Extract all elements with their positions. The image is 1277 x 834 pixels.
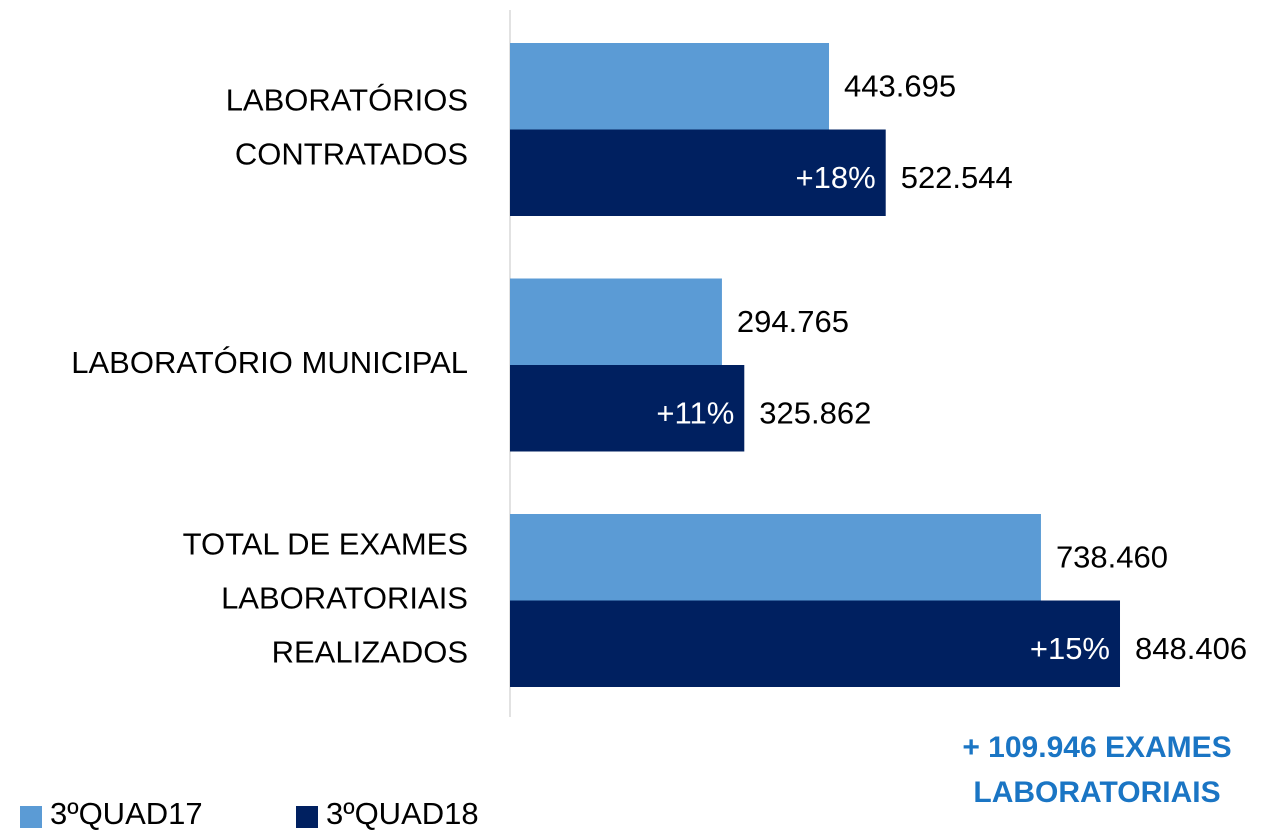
change-label: +18% <box>796 160 876 195</box>
bar <box>510 43 830 130</box>
change-label: +15% <box>1030 631 1110 666</box>
annotation: + 109.946 EXAMES <box>962 731 1231 764</box>
legend-label: 3ºQUAD17 <box>50 796 203 831</box>
bar <box>510 600 1121 687</box>
category-label: CONTRATADOS <box>235 137 468 172</box>
bar <box>510 514 1041 601</box>
category-label: LABORATÓRIO MUNICIPAL <box>71 345 468 380</box>
change-label: +11% <box>656 395 734 430</box>
bar <box>510 278 722 365</box>
legend-swatch <box>296 806 318 828</box>
value-label: 443.695 <box>844 68 956 103</box>
value-label: 738.460 <box>1056 539 1168 574</box>
legend-label: 3ºQUAD18 <box>326 796 479 831</box>
category-label: TOTAL DE EXAMES <box>183 527 468 562</box>
category-label: LABORATÓRIOS <box>226 83 468 118</box>
value-label: 294.765 <box>737 304 849 339</box>
value-label: 522.544 <box>901 160 1013 195</box>
bar <box>510 365 745 452</box>
legend-swatch <box>20 806 42 828</box>
category-label: LABORATORIAIS <box>221 581 468 616</box>
category-label: REALIZADOS <box>272 635 468 670</box>
annotation: LABORATORIAIS <box>973 776 1220 809</box>
bar <box>510 129 886 216</box>
value-label: 848.406 <box>1135 631 1247 666</box>
value-label: 325.862 <box>759 395 871 430</box>
